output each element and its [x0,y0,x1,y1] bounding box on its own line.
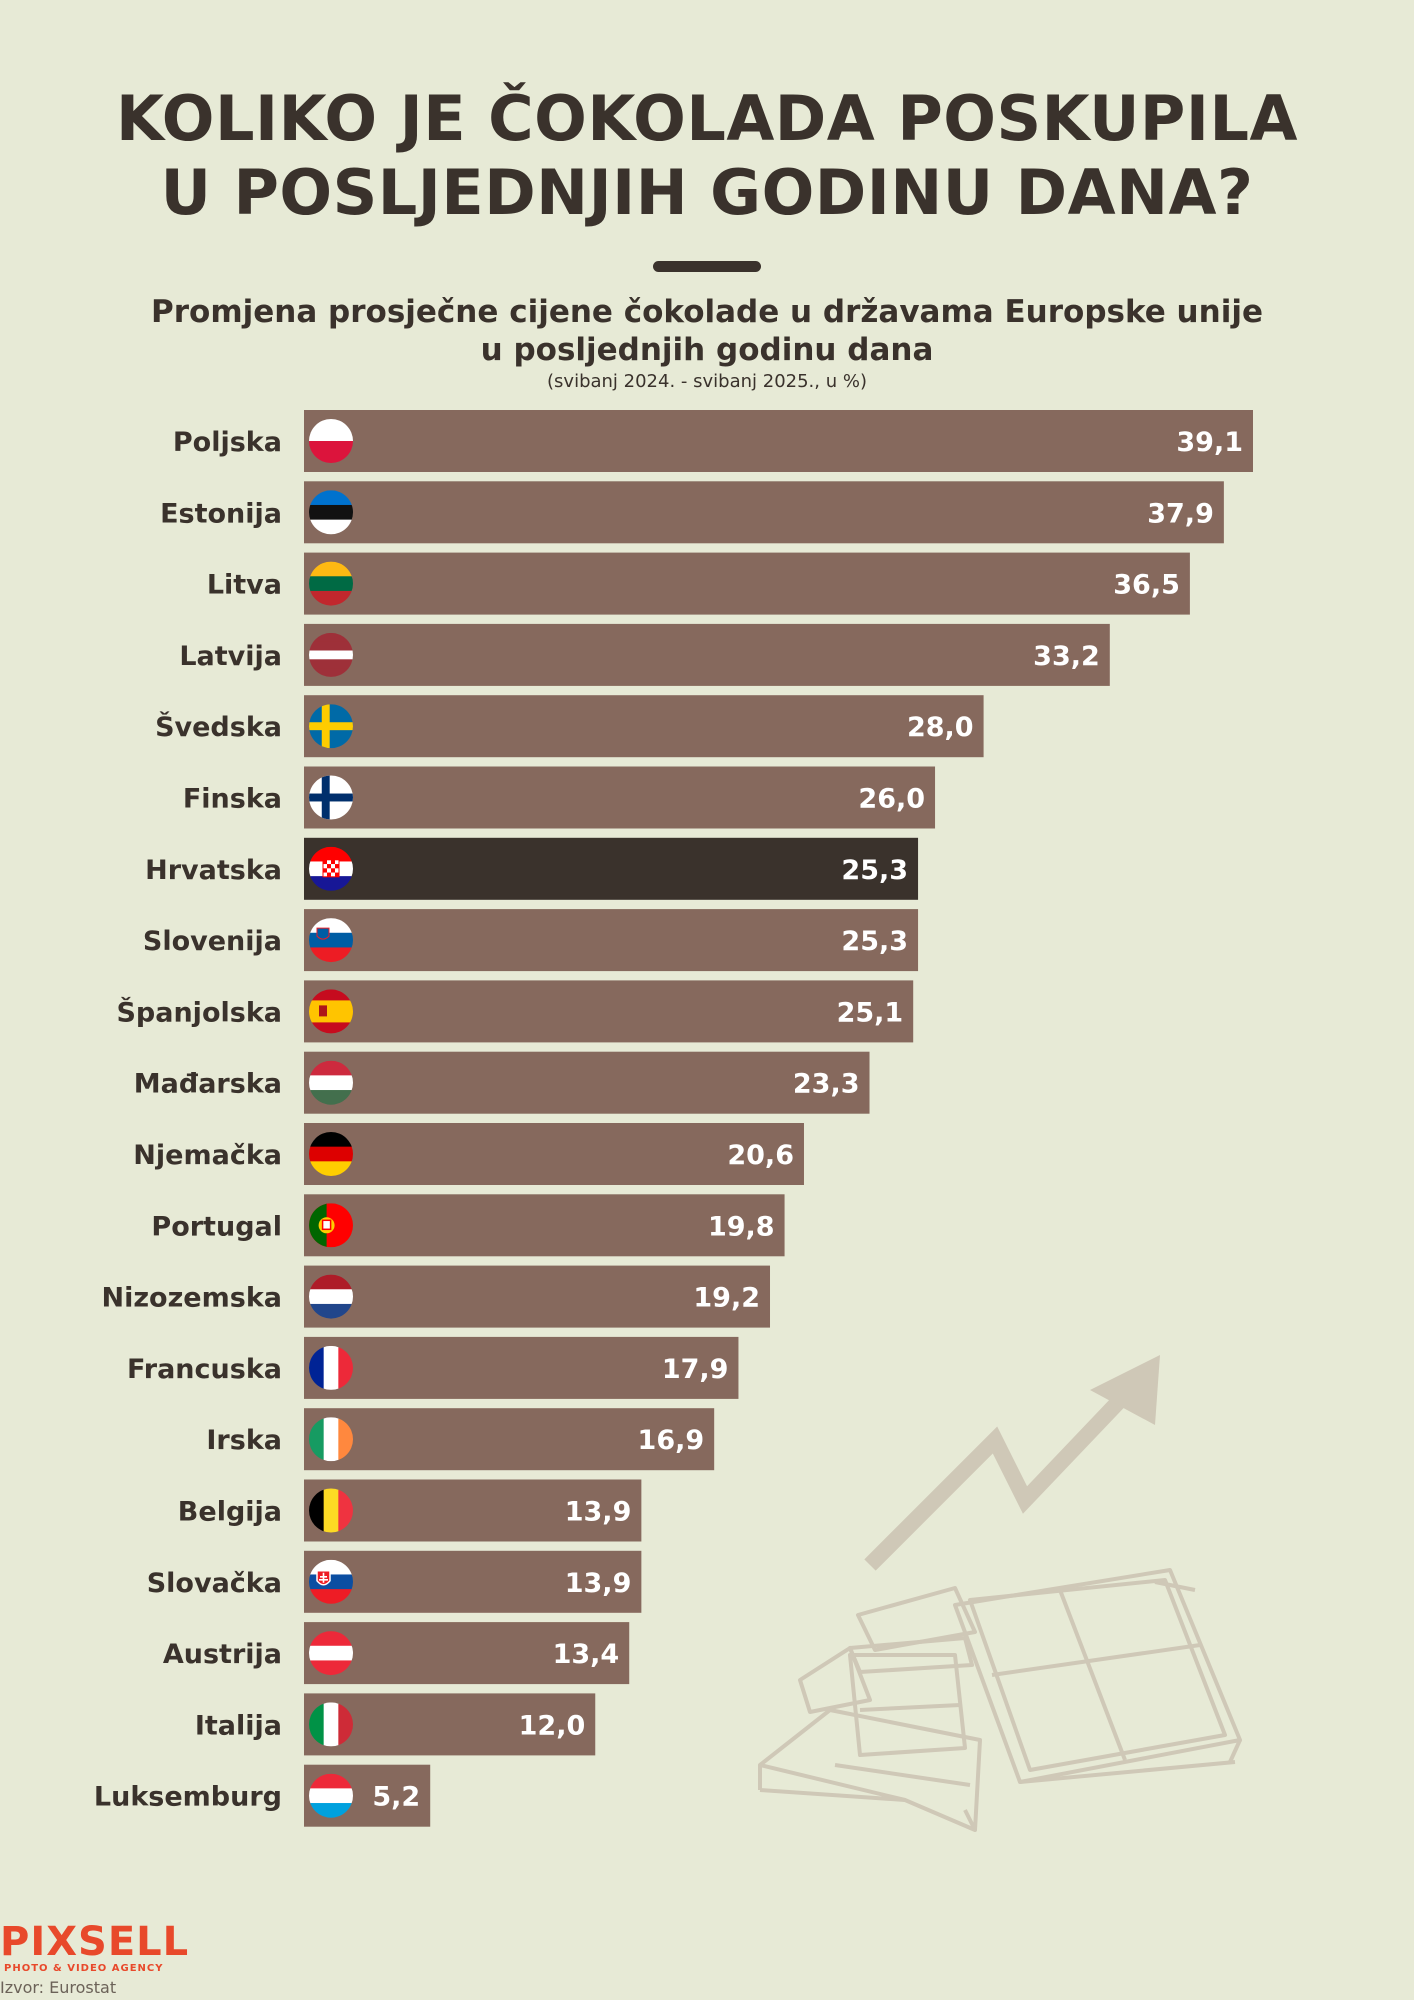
chart-subtitle-line-1: Promjena prosječne cijene čokolade u drž… [151,294,1263,330]
category-label: Mađarska [134,1069,282,1100]
bar [304,980,914,1043]
period-note: (svibanj 2024. - svibanj 2025., u %) [547,371,867,392]
bar [304,623,1110,686]
austria-flag-icon [309,1631,353,1676]
title-divider [653,261,761,272]
value-label: 20,6 [727,1140,794,1171]
portugal-flag-icon [309,1203,353,1248]
bar [304,1479,642,1542]
category-label: Belgija [178,1497,282,1528]
france-flag-icon [309,1345,353,1390]
value-label: 37,9 [1147,498,1214,529]
value-label: 33,2 [1033,641,1100,672]
value-label: 13,9 [565,1497,632,1528]
category-label: Litva [207,570,282,601]
value-label: 16,9 [638,1425,705,1456]
bar [304,1123,804,1185]
lithuania-flag-icon [309,561,353,606]
germany-flag-icon [309,1132,353,1176]
pixsell-logo: PIXSELL [0,1919,190,1965]
category-label: Italija [195,1710,282,1741]
value-label: 25,3 [841,855,908,886]
croatia-flag-icon [309,846,353,891]
spain-flag-icon [309,989,353,1034]
poland-flag-icon [309,419,353,463]
chart-subtitle: Promjena prosječne cijene čokolade u drž… [0,293,1414,369]
finland-flag-icon [309,775,353,820]
arrow-head-icon [1090,1355,1160,1425]
bar [304,552,1190,615]
bar [304,410,1253,472]
chart-title-line-2: U POSLJEDNJIH GODINU DANA? [160,156,1254,229]
bar [304,1265,771,1328]
bar [304,481,1224,544]
bar [304,1336,739,1399]
sweden-flag-icon [309,704,353,749]
italy-flag-icon [309,1702,353,1747]
category-label: Irska [206,1425,282,1456]
bar [304,1622,630,1685]
value-label: 26,0 [858,784,925,815]
hungary-flag-icon [309,1060,353,1105]
bar-highlighted [304,837,919,900]
ireland-flag-icon [309,1417,353,1462]
category-label: Finska [183,784,282,815]
value-label: 28,0 [907,712,974,743]
bar [304,766,936,829]
bar [304,1194,785,1257]
category-label: Španjolska [116,996,282,1028]
category-label: Francuska [127,1354,282,1385]
category-label: Latvija [179,641,282,672]
category-label: Portugal [151,1211,282,1242]
category-label: Slovačka [147,1568,282,1599]
netherlands-flag-icon [309,1274,353,1319]
source-note: Izvor: Eurostat [0,1978,117,1997]
category-label: Njemačka [133,1140,282,1171]
slovenia-flag-icon [309,918,353,963]
chocolate-bar-icon [758,1568,1242,1832]
belgium-flag-icon [309,1488,353,1533]
chart-title: KOLIKO JE ČOKOLADA POSKUPILA U POSLJEDNJ… [0,82,1414,230]
estonia-flag-icon [309,490,353,535]
category-label: Estonija [160,498,282,529]
category-label: Slovenija [143,926,282,957]
value-label: 39,1 [1176,427,1243,458]
value-label: 25,1 [837,997,904,1028]
value-label: 13,4 [553,1639,620,1670]
value-label: 17,9 [662,1354,729,1385]
value-label: 23,3 [793,1069,860,1100]
rising-arrow-icon [864,1389,1131,1571]
value-label: 19,8 [708,1211,775,1242]
pixsell-logo-tagline: PHOTO & VIDEO AGENCY [4,1963,164,1974]
chart-title-line-1: KOLIKO JE ČOKOLADA POSKUPILA [116,82,1298,155]
value-label: 12,0 [519,1710,586,1741]
category-label: Švedska [155,711,282,743]
category-label: Poljska [173,427,282,458]
slovakia-flag-icon [309,1559,353,1604]
bar [304,909,919,972]
bar [304,1051,870,1114]
category-label: Nizozemska [101,1283,282,1314]
value-label: 25,3 [841,926,908,957]
category-label: Hrvatska [145,855,282,886]
value-label: 5,2 [372,1782,420,1813]
chart-subtitle-line-2: u posljednjih godinu dana [480,332,934,368]
value-label: 13,9 [565,1568,632,1599]
category-label: Luksemburg [94,1782,282,1813]
bar [304,1550,642,1613]
luxembourg-flag-icon [309,1773,353,1818]
category-label: Austrija [163,1639,282,1670]
bar [304,1408,715,1471]
value-label: 36,5 [1113,570,1180,601]
bar [304,695,984,758]
value-label: 19,2 [693,1283,760,1314]
latvia-flag-icon [309,632,353,677]
